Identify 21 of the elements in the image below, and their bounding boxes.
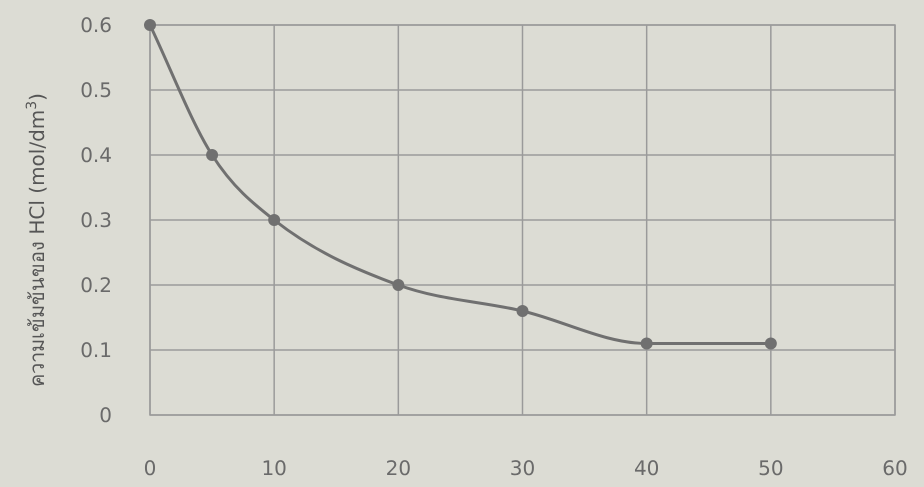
point	[144, 19, 156, 31]
y-tick-label: 0	[99, 403, 112, 427]
point	[764, 338, 777, 350]
x-tick-label: 40	[634, 456, 660, 480]
y-tick-label: 0.1	[80, 338, 112, 362]
point	[516, 305, 528, 317]
y-tick-label: 0.5	[80, 78, 112, 102]
x-tick-label: 0	[144, 456, 156, 480]
x-tick-label: 60	[882, 456, 908, 480]
y-tick-label: 0.6	[80, 13, 112, 37]
y-tick-label: 0.2	[80, 273, 112, 297]
point	[392, 279, 404, 291]
x-tick-label: 50	[758, 456, 784, 480]
x-tick-label: 10	[261, 456, 287, 480]
x-tick-label: 30	[510, 456, 536, 480]
point	[206, 149, 218, 161]
y-tick-label: 0.4	[80, 143, 112, 167]
point	[640, 338, 653, 350]
point	[268, 214, 280, 226]
y-tick-label: 0.3	[80, 208, 112, 232]
x-tick-label: 20	[386, 456, 412, 480]
